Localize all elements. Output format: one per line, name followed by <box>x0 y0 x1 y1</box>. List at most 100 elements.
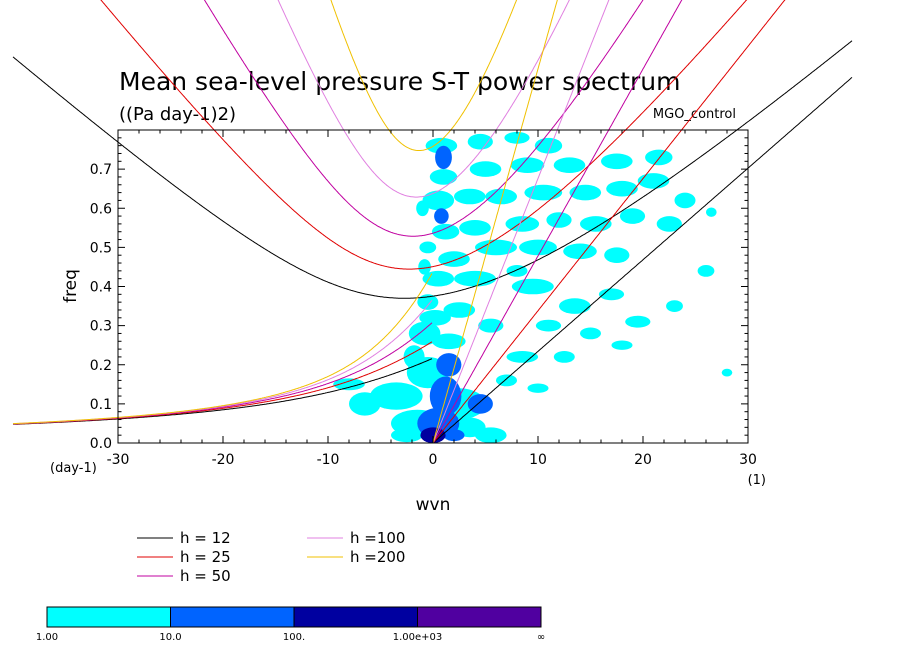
inertia-gravity-curve <box>12 40 853 299</box>
spectrum-blob <box>706 207 717 217</box>
spectrum-contours <box>333 131 733 443</box>
spectrum-blob <box>459 220 491 236</box>
y-tick-label: 0.4 <box>90 280 112 296</box>
spectrum-blob <box>511 278 554 295</box>
chart-subtitle: ((Pa day-1)2) <box>119 104 236 125</box>
y-tick-label: 0.2 <box>90 358 112 374</box>
spectrum-blob <box>419 241 437 254</box>
spectrum-blob <box>527 383 549 393</box>
spectrum-blob <box>475 239 517 256</box>
spectrum-blob <box>370 382 423 410</box>
inertia-gravity-curve <box>330 0 518 151</box>
spectrum-blob <box>403 345 425 369</box>
dispersion-curves <box>12 0 853 444</box>
spectrum-blob <box>546 212 572 228</box>
axes: -30 -20 -10 0 10 20 30 0.0 0.1 0.2 0.3 0.4 0.5 0.6 0.7 <box>90 130 757 468</box>
spectrum-blob <box>580 327 601 340</box>
kelvin-curve <box>432 0 786 444</box>
spectrum-blob <box>454 270 496 287</box>
spectrum-blob <box>606 180 638 197</box>
spectrum-blob <box>598 288 625 301</box>
spectrum-blob <box>504 131 530 144</box>
legend-label: h =100 <box>350 529 405 547</box>
spectrum-blob <box>443 429 465 442</box>
spectrum-blob <box>510 157 545 173</box>
x-tick-label: 0 <box>429 452 438 468</box>
mixed-rossby-gravity-curve <box>13 273 433 425</box>
y-tick-label: 0.3 <box>90 319 112 335</box>
colorbar-swatch <box>170 606 295 628</box>
spectrum-blob <box>467 133 493 150</box>
spectrum-blob <box>535 319 562 332</box>
spectrum-blob <box>416 200 429 217</box>
colorbar-swatch <box>417 606 542 628</box>
kelvin-curve <box>432 0 610 444</box>
chart-title: Mean sea-level pressure S-T power spectr… <box>119 67 680 96</box>
spectrum-blob <box>559 298 591 314</box>
colorbar-label: 10.0 <box>159 632 181 643</box>
spectrum-blob <box>645 149 673 166</box>
kelvin-curve <box>432 77 853 444</box>
spectrum-blob <box>436 353 462 377</box>
x-axis-label: wvn <box>416 495 451 515</box>
spectrum-blob <box>333 378 365 391</box>
spectrum-blob <box>656 216 682 232</box>
spectrum-blob <box>611 340 633 350</box>
spectrum-blob <box>569 184 602 201</box>
spectrum-blob <box>432 333 466 350</box>
spectrum-blob <box>721 368 733 377</box>
colorbar-label: ∞ <box>537 632 545 643</box>
spectrum-blob <box>496 374 517 387</box>
y-axis-label: freq <box>61 269 81 303</box>
x-tick-label: 20 <box>634 452 652 468</box>
spectrum-blob <box>349 392 381 416</box>
x-tick-label: 30 <box>739 452 757 468</box>
spectrum-blob <box>443 302 476 318</box>
x-tick-label: -30 <box>107 452 130 468</box>
spectrum-blob <box>666 300 683 312</box>
spectrum-blob <box>485 188 517 205</box>
y-axis-unit: (day-1) <box>50 461 97 476</box>
spectrum-blob <box>418 259 431 275</box>
spectrum-blob <box>408 321 441 346</box>
y-tick-label: 0.7 <box>90 162 112 178</box>
legend-label: h = 12 <box>180 529 231 547</box>
kelvin-curve <box>432 0 558 444</box>
spectrum-blob <box>431 223 460 240</box>
spectrum-blob <box>619 208 646 224</box>
spectrum-blob <box>391 428 423 443</box>
spectrum-blob <box>454 188 486 205</box>
spectrum-blob <box>419 310 451 326</box>
kelvin-curve <box>432 0 683 444</box>
spectrum-blob <box>553 157 586 173</box>
spectrum-blob <box>475 427 507 443</box>
legend-label: h =200 <box>350 548 405 566</box>
colorbar-label: 1.00 <box>36 632 58 643</box>
x-axis-unit: (1) <box>748 473 766 488</box>
y-tick-label: 0.1 <box>90 397 112 413</box>
x-tick-label: 10 <box>529 452 547 468</box>
y-tick-label: 0.5 <box>90 240 112 256</box>
spectrum-blob <box>697 265 715 277</box>
legend-label: h = 25 <box>180 548 231 566</box>
x-tick-label: -10 <box>317 452 340 468</box>
spectrum-blob <box>604 247 630 263</box>
inertia-gravity-curve <box>277 0 570 198</box>
spectrum-blob <box>601 153 633 170</box>
spectrum-blob <box>637 173 670 189</box>
spectrum-blob <box>469 161 502 177</box>
colorbar-swatch <box>293 606 418 628</box>
spectrum-blob <box>417 294 439 310</box>
spectrum-blob <box>563 243 597 260</box>
colorbar-label: 100. <box>283 632 305 643</box>
spectrum-blob <box>467 394 493 414</box>
x-tick-label: -20 <box>212 452 235 468</box>
colorbar: 1.00 10.0 100. 1.00e+03 ∞ <box>36 606 545 643</box>
legend-label: h = 50 <box>180 567 231 585</box>
spectrum-blob <box>434 208 449 224</box>
colorbar-swatch <box>46 606 171 628</box>
spectrum-blob <box>435 145 452 170</box>
